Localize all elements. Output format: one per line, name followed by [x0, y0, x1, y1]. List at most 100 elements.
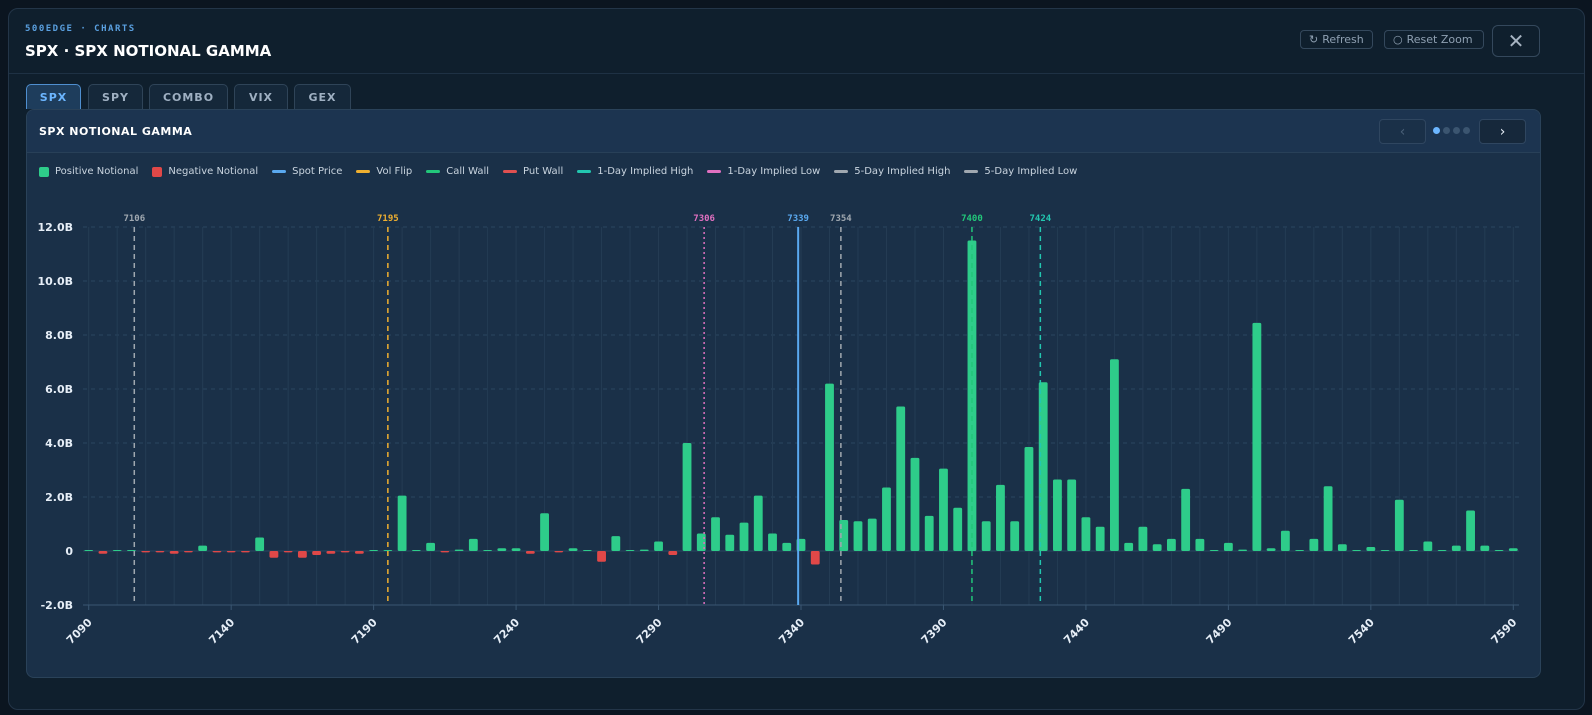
positive-bar[interactable] [739, 522, 749, 551]
positive-bar[interactable] [1366, 546, 1376, 551]
tab-spy[interactable]: SPY [88, 84, 143, 109]
positive-bar[interactable] [1352, 550, 1362, 551]
positive-bar[interactable] [1451, 545, 1461, 551]
negative-bar[interactable] [141, 551, 151, 553]
page-dot[interactable] [1433, 127, 1440, 134]
positive-bar[interactable] [112, 550, 122, 551]
page-dot[interactable] [1443, 127, 1450, 134]
positive-bar[interactable] [981, 521, 991, 551]
positive-bar[interactable] [967, 240, 977, 552]
reset-zoom-button[interactable]: ○ Reset Zoom [1384, 30, 1484, 49]
negative-bar[interactable] [98, 551, 108, 554]
refresh-button[interactable]: ↻ Refresh [1300, 30, 1373, 49]
positive-bar[interactable] [1166, 538, 1176, 551]
positive-bar[interactable] [1295, 550, 1305, 551]
negative-bar[interactable] [269, 551, 279, 558]
positive-bar[interactable] [611, 536, 621, 551]
positive-bar[interactable] [1280, 530, 1290, 551]
positive-bar[interactable] [1309, 538, 1319, 551]
positive-bar[interactable] [1010, 521, 1020, 551]
positive-bar[interactable] [369, 550, 379, 551]
positive-bar[interactable] [568, 548, 578, 551]
legend-item[interactable]: Negative Notional [152, 166, 258, 177]
positive-bar[interactable] [1195, 538, 1205, 551]
negative-bar[interactable] [554, 551, 564, 553]
positive-bar[interactable] [768, 533, 777, 551]
positive-bar[interactable] [1124, 542, 1134, 551]
positive-bar[interactable] [953, 507, 963, 551]
negative-bar[interactable] [283, 551, 293, 553]
negative-bar[interactable] [340, 551, 350, 553]
positive-bar[interactable] [127, 550, 136, 551]
positive-bar[interactable] [1067, 479, 1077, 551]
positive-bar[interactable] [1252, 322, 1262, 551]
positive-bar[interactable] [411, 550, 421, 551]
positive-bar[interactable] [654, 541, 663, 551]
negative-bar[interactable] [184, 551, 193, 553]
next-chart-button[interactable]: › [1479, 119, 1526, 144]
positive-bar[interactable] [1181, 488, 1191, 551]
negative-bar[interactable] [312, 551, 322, 556]
negative-bar[interactable] [354, 551, 364, 554]
negative-bar[interactable] [525, 551, 535, 554]
positive-bar[interactable] [468, 538, 478, 551]
positive-bar[interactable] [939, 468, 948, 551]
positive-bar[interactable] [1437, 550, 1447, 551]
positive-bar[interactable] [1480, 545, 1490, 551]
positive-bar[interactable] [1394, 499, 1404, 551]
positive-bar[interactable] [454, 549, 464, 551]
positive-bar[interactable] [853, 521, 863, 551]
positive-bar[interactable] [1337, 544, 1347, 551]
positive-bar[interactable] [1095, 526, 1105, 551]
positive-bar[interactable] [540, 513, 549, 551]
positive-bar[interactable] [910, 457, 920, 551]
positive-bar[interactable] [1466, 510, 1475, 552]
positive-bar[interactable] [682, 443, 692, 551]
positive-bar[interactable] [1152, 544, 1162, 551]
positive-bar[interactable] [625, 550, 635, 551]
positive-bar[interactable] [1053, 479, 1062, 551]
positive-bar[interactable] [1266, 548, 1276, 551]
legend-item[interactable]: 5-Day Implied Low [964, 166, 1077, 177]
legend-item[interactable]: Spot Price [272, 166, 342, 177]
legend-item[interactable]: Call Wall [426, 166, 489, 177]
positive-bar[interactable] [1238, 549, 1248, 551]
positive-bar[interactable] [1380, 550, 1390, 551]
negative-bar[interactable] [226, 551, 236, 553]
positive-bar[interactable] [996, 484, 1005, 551]
positive-bar[interactable] [725, 534, 735, 551]
positive-bar[interactable] [397, 495, 407, 551]
positive-bar[interactable] [1494, 550, 1504, 551]
positive-bar[interactable] [825, 383, 834, 551]
positive-bar[interactable] [497, 548, 507, 551]
positive-bar[interactable] [383, 550, 393, 551]
positive-bar[interactable] [867, 518, 877, 551]
positive-bar[interactable] [1109, 359, 1119, 551]
positive-bar[interactable] [1081, 517, 1091, 551]
tab-spx[interactable]: SPX [26, 84, 81, 109]
positive-bar[interactable] [753, 495, 763, 551]
positive-bar[interactable] [1138, 526, 1148, 551]
negative-bar[interactable] [668, 551, 678, 556]
negative-bar[interactable] [212, 551, 222, 553]
positive-bar[interactable] [882, 487, 891, 551]
positive-bar[interactable] [639, 549, 649, 551]
positive-bar[interactable] [711, 517, 720, 551]
prev-chart-button[interactable]: ‹ [1379, 119, 1426, 144]
positive-bar[interactable] [426, 542, 436, 551]
legend-item[interactable]: 5-Day Implied High [834, 166, 950, 177]
positive-bar[interactable] [782, 542, 792, 551]
negative-bar[interactable] [810, 551, 820, 565]
legend-item[interactable]: Put Wall [503, 166, 563, 177]
positive-bar[interactable] [1423, 541, 1433, 551]
positive-bar[interactable] [896, 406, 906, 551]
gamma-chart[interactable]: 12.0B 10.0B 8.0B 6.0B 4.0B 2.0B 0 -2.0B 7090 7140… [27, 110, 1540, 677]
legend-item[interactable]: Positive Notional [39, 166, 138, 177]
positive-bar[interactable] [582, 550, 592, 551]
positive-bar[interactable] [1323, 486, 1333, 551]
negative-bar[interactable] [326, 551, 336, 554]
positive-bar[interactable] [1409, 550, 1418, 551]
negative-bar[interactable] [169, 551, 179, 554]
positive-bar[interactable] [924, 515, 934, 551]
negative-bar[interactable] [297, 551, 307, 558]
